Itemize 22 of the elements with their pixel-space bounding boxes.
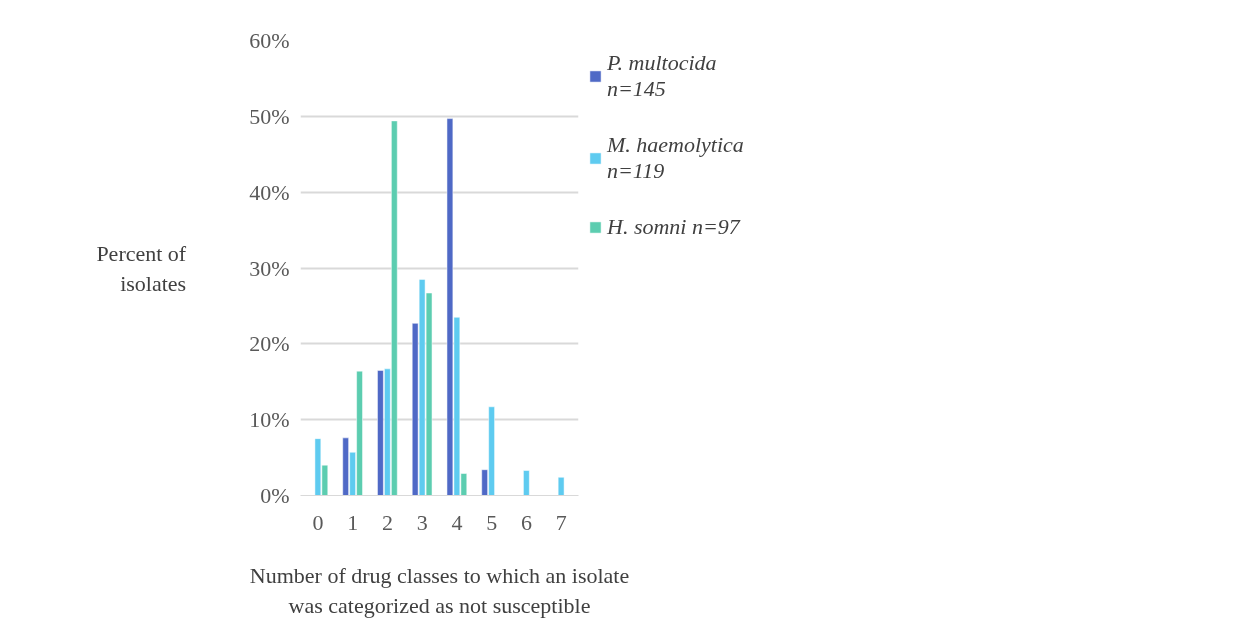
y-tick-label: 0% [260,483,290,508]
y-tick-label: 60% [249,28,290,53]
y-axis-title: Percent of isolates [96,240,187,296]
x-tick-label: 3 [416,509,428,535]
x-tick-label: 7 [555,509,567,535]
bar [523,470,530,496]
bar [557,477,565,496]
x-tick-label: 2 [381,509,393,535]
x-axis-title: Number of drug classes to which an isolate was categorized as not susceptible [249,562,630,618]
x-tick-label: 4 [451,509,463,535]
y-tick-label: 20% [249,331,290,357]
x-tick-label: 0 [312,509,324,535]
legend-label: P. multocida n=145 [607,50,717,102]
x-tick-label: 1 [347,509,359,535]
y-tick-label: 50% [249,103,290,129]
x-tick-label: 5 [486,509,498,535]
y-tick-label: 40% [249,179,290,205]
y-tick-label: 30% [249,255,290,281]
x-tick-label: 6 [520,509,532,535]
y-tick-label: 10% [249,407,290,433]
legend-label: M. haemolytica n=119 [607,132,744,184]
legend-label: H. somni n=97 [607,214,740,240]
